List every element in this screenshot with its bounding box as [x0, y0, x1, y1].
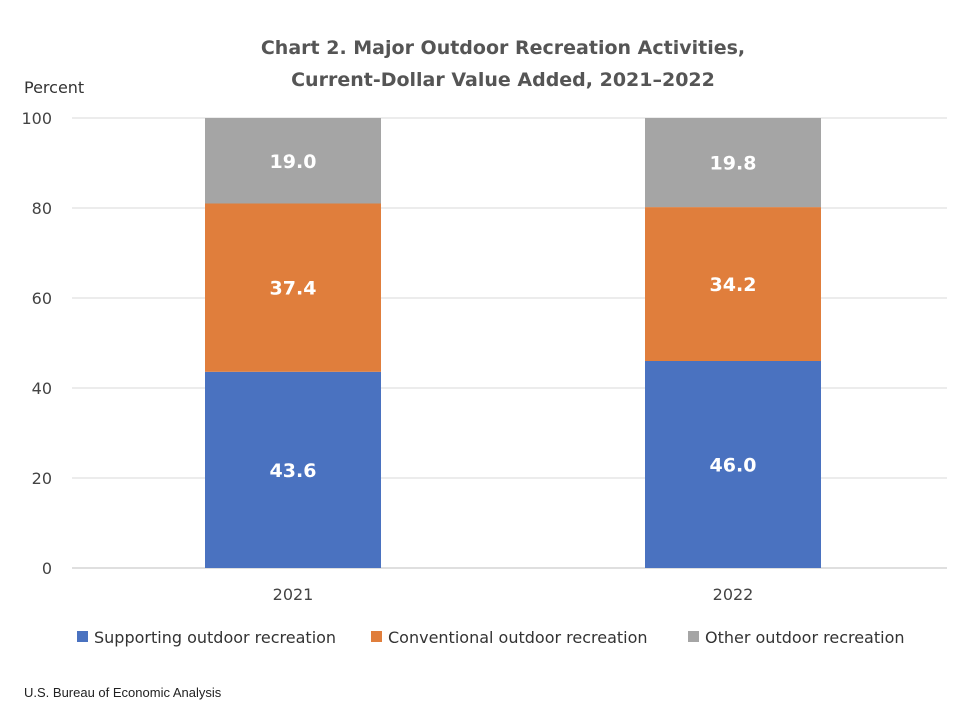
data-label: 19.8: [710, 153, 757, 175]
bar-2021-series-1: [205, 203, 381, 372]
legend-label: Other outdoor recreation: [705, 628, 905, 647]
y-tick-label: 20: [32, 469, 52, 488]
data-label: 19.0: [270, 151, 317, 173]
legend-label: Supporting outdoor recreation: [94, 628, 336, 647]
bar-2021-series-2: [205, 118, 381, 204]
data-label: 43.6: [270, 460, 317, 482]
y-tick-label: 0: [42, 559, 52, 578]
legend-label: Conventional outdoor recreation: [388, 628, 648, 647]
chart-title-line-2: Current-Dollar Value Added, 2021–2022: [291, 69, 715, 91]
bar-2022-series-1: [645, 207, 821, 361]
y-tick-label: 40: [32, 379, 52, 398]
source-note: U.S. Bureau of Economic Analysis: [24, 685, 222, 700]
bar-2022-series-0: [645, 361, 821, 568]
ticks: 0 20 40 60 80 100 2021 2022: [21, 109, 753, 604]
legend-swatch: [371, 631, 382, 642]
y-tick-label: 60: [32, 289, 52, 308]
legend-swatch: [688, 631, 699, 642]
data-labels: 43.6 37.4 19.0 46.0 34.2 19.8: [270, 151, 757, 482]
bar-2022-series-2: [645, 118, 821, 208]
legend: Supporting outdoor recreation Conventiona…: [77, 628, 905, 647]
data-label: 37.4: [270, 278, 317, 300]
x-tick-label: 2022: [713, 585, 754, 604]
legend-swatch: [77, 631, 88, 642]
x-tick-label: 2021: [273, 585, 314, 604]
y-axis-label: Percent: [24, 78, 84, 97]
chart-title-line-1: Chart 2. Major Outdoor Recreation Activi…: [261, 37, 745, 59]
bars: [205, 118, 821, 568]
bar-2021-series-0: [205, 371, 381, 568]
y-tick-label: 80: [32, 199, 52, 218]
data-label: 34.2: [710, 274, 757, 296]
y-tick-label: 100: [21, 109, 52, 128]
data-label: 46.0: [710, 455, 757, 477]
